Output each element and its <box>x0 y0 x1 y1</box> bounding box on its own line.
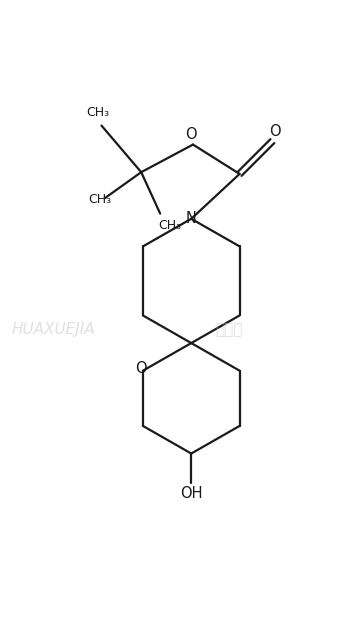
Text: N: N <box>186 212 197 227</box>
Text: CH₃: CH₃ <box>88 193 111 207</box>
Text: 化学加: 化学加 <box>215 322 243 337</box>
Text: OH: OH <box>180 487 203 502</box>
Text: HUAXUEJIA: HUAXUEJIA <box>12 322 95 337</box>
Text: CH₃: CH₃ <box>87 106 110 119</box>
Text: O: O <box>185 127 197 142</box>
Text: O: O <box>269 124 281 139</box>
Text: O: O <box>135 361 147 376</box>
Text: CH₃: CH₃ <box>158 219 181 232</box>
